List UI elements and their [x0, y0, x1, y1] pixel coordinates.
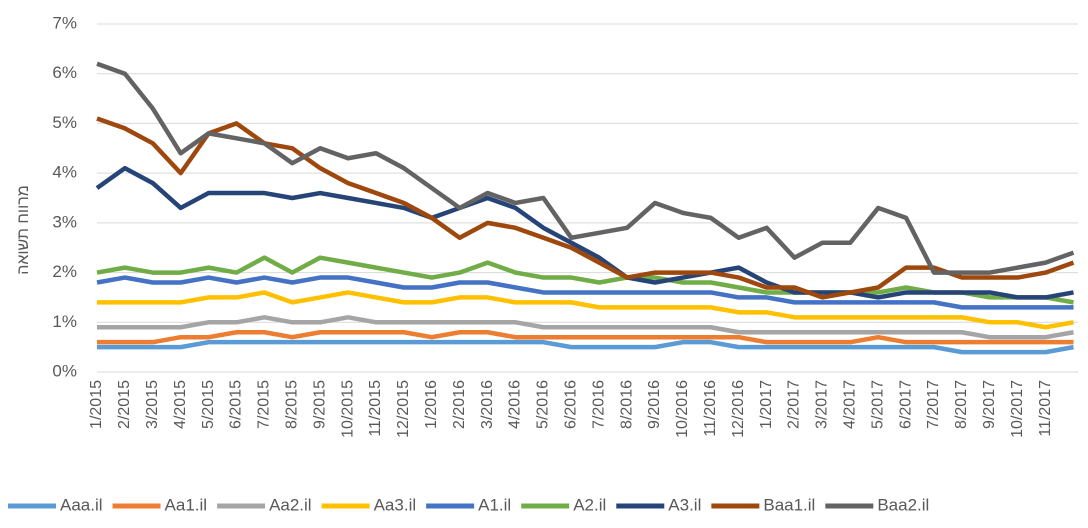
legend-label: Aaa.il [60, 495, 103, 514]
series-line [96, 61, 1075, 275]
x-tick-label: 11/2016 [702, 380, 719, 437]
x-tick-label: 4/2017 [842, 380, 859, 429]
y-axis-label: מרווח תשואה [15, 185, 32, 275]
legend-label: Baa2.il [877, 495, 929, 514]
x-tick-label: 4/2015 [172, 380, 189, 429]
legend-label: Baa1.il [763, 495, 815, 514]
x-tick-label: 3/2015 [144, 380, 161, 429]
x-tick-label: 9/2016 [646, 380, 663, 429]
legend-label: Aa2.il [269, 495, 312, 514]
x-tick-label: 1/2016 [423, 380, 440, 429]
y-tick-label: 5% [52, 113, 77, 132]
x-tick-label: 11/2017 [1037, 380, 1054, 437]
x-tick-label: 6/2016 [563, 380, 580, 429]
x-tick-label: 3/2017 [814, 380, 831, 429]
y-tick-label: 3% [52, 212, 77, 231]
x-tick-label: 6/2017 [897, 380, 914, 429]
x-tick-label: 10/2017 [1009, 380, 1026, 438]
x-tick-label: 9/2017 [981, 380, 998, 429]
x-tick-label: 12/2016 [730, 380, 747, 438]
x-tick-label: 5/2017 [869, 380, 886, 429]
series-line [97, 339, 1074, 355]
y-tick-label: 7% [52, 13, 77, 32]
x-tick-label: 5/2016 [535, 380, 552, 429]
legend-label: A3.il [668, 495, 701, 514]
y-tick-label: 2% [52, 262, 77, 281]
x-tick-label: 11/2015 [367, 380, 384, 437]
series-line [96, 116, 1075, 300]
x-tick-label: 12/2015 [395, 380, 412, 438]
x-tick-label: 1/2015 [88, 380, 105, 429]
x-tick-label: 8/2016 [618, 380, 635, 429]
legend-label: Aa1.il [165, 495, 208, 514]
series-line [97, 315, 1074, 340]
x-tick-label: 4/2016 [507, 380, 524, 429]
legend-label: A2.il [573, 495, 606, 514]
legend-label: Aa3.il [374, 495, 417, 514]
series-line [97, 329, 1074, 345]
series-line [96, 275, 1074, 310]
x-tick-label: 6/2015 [228, 380, 245, 429]
x-tick-label: 10/2016 [674, 380, 691, 438]
series-line [97, 290, 1074, 330]
x-tick-label: 8/2017 [953, 380, 970, 429]
y-tick-label: 1% [52, 312, 77, 331]
x-tick-label: 7/2015 [256, 380, 273, 429]
x-tick-label: 9/2015 [311, 380, 328, 429]
series-line [95, 165, 1074, 300]
x-tick-label: 3/2016 [479, 380, 496, 429]
x-tick-label: 2/2015 [116, 380, 133, 429]
x-tick-label: 2/2016 [451, 380, 468, 429]
y-tick-label: 4% [52, 163, 77, 182]
x-tick-label: 8/2015 [284, 380, 301, 429]
series-line [96, 255, 1074, 305]
x-tick-label: 1/2017 [758, 380, 775, 429]
x-tick-label: 7/2016 [590, 380, 607, 429]
x-tick-label: 2/2017 [786, 380, 803, 429]
y-tick-label: 0% [52, 361, 77, 380]
x-tick-label: 7/2017 [925, 380, 942, 429]
x-tick-label: 10/2015 [339, 380, 356, 438]
legend-label: A1.il [478, 495, 511, 514]
y-tick-label: 6% [52, 63, 77, 82]
x-tick-label: 5/2015 [200, 380, 217, 429]
